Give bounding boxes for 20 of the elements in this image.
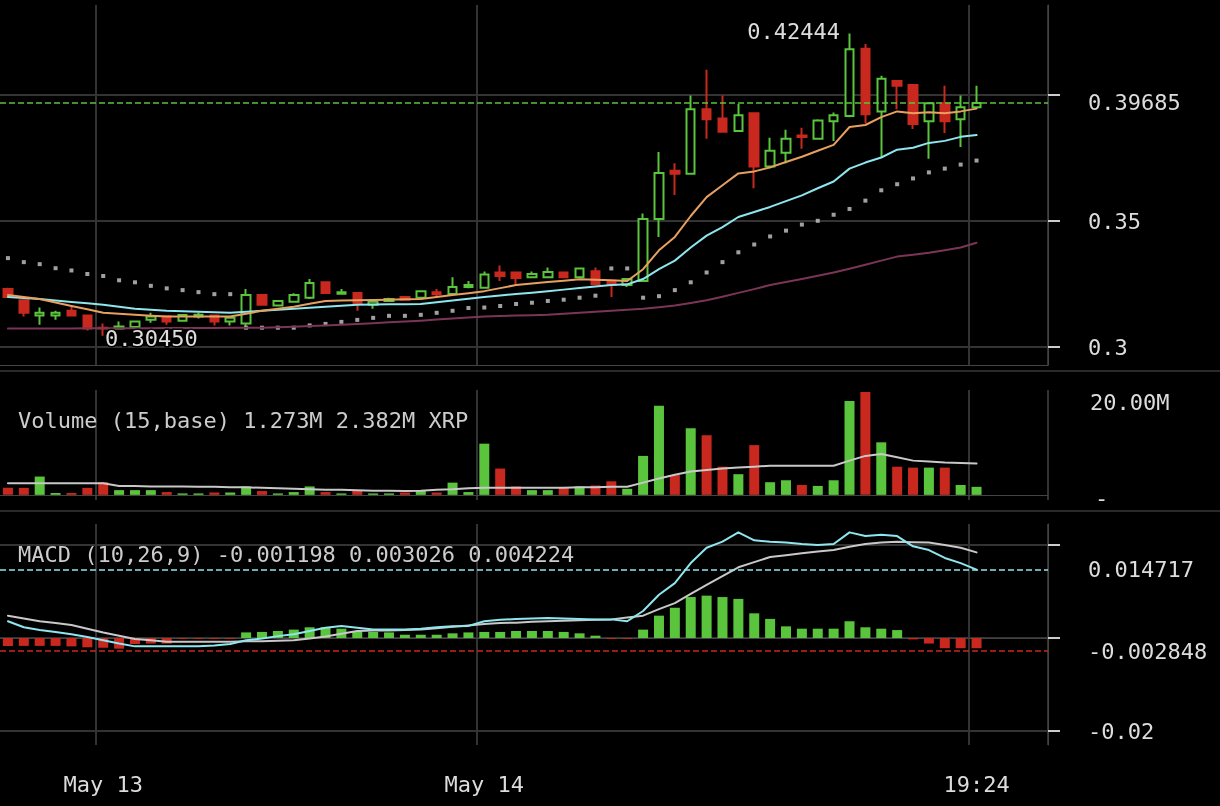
annotation: -0.001198	[216, 541, 336, 567]
y-tick-label: 0.39685	[1088, 90, 1181, 116]
x-tick-label: 19:24	[943, 771, 1010, 797]
y-tick-label: 0.3	[1088, 334, 1128, 360]
y-tick-label: 0.014717	[1088, 557, 1194, 583]
x-tick-label: May 14	[444, 771, 525, 797]
annotation: 2.382M XRP	[335, 407, 469, 433]
annotation: 1.273M	[243, 407, 323, 433]
y-tick-label: -0.02	[1088, 718, 1155, 744]
annotation: 0.30450	[105, 325, 198, 351]
text: 20.00M	[1090, 389, 1170, 415]
y-tick-label: 0.35	[1088, 208, 1141, 234]
annotation: 0.42444	[747, 18, 840, 44]
annotation: 0.003026	[349, 541, 456, 567]
x-tick-label: May 13	[63, 771, 143, 797]
annotation: Volume (15,base)	[18, 407, 230, 433]
y-tick-label: -0.002848	[1088, 638, 1208, 664]
text: -	[1095, 485, 1109, 511]
annotation: 0.004224	[468, 541, 575, 567]
annotation: MACD (10,26,9)	[18, 541, 204, 567]
